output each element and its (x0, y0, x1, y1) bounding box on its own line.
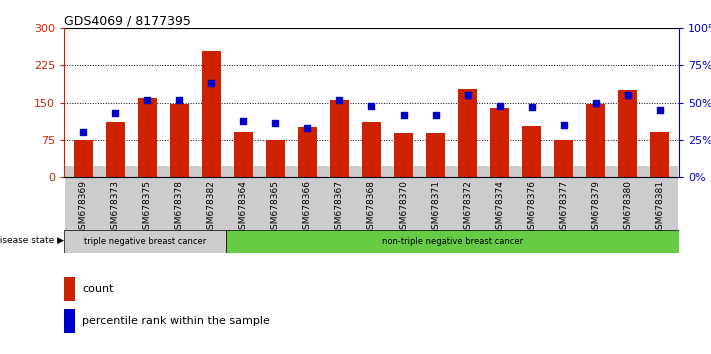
Point (301, 125, 313, 131)
Bar (586, 104, 605, 177)
Bar (234, 132, 253, 177)
Text: non-triple negative breast cancer: non-triple negative breast cancer (382, 237, 523, 246)
Point (269, 121, 281, 126)
Bar (362, 122, 381, 177)
Bar (650, 132, 669, 177)
Bar (522, 126, 541, 177)
Bar (618, 90, 637, 177)
Bar (330, 100, 349, 177)
Bar (106, 122, 125, 177)
Point (173, 97, 185, 103)
Bar (64, 277, 75, 301)
Bar (226, 230, 679, 253)
Point (622, 92, 634, 98)
Bar (490, 108, 509, 177)
Point (558, 122, 570, 128)
Bar (170, 104, 189, 177)
Bar (138, 98, 157, 177)
Bar (266, 140, 285, 177)
Point (526, 104, 538, 110)
Point (237, 118, 249, 123)
Text: GDS4069 / 8177395: GDS4069 / 8177395 (64, 14, 191, 27)
Text: disease state ▶: disease state ▶ (0, 236, 64, 245)
Point (109, 110, 121, 116)
Bar (394, 133, 413, 177)
Bar (458, 89, 477, 177)
Text: count: count (82, 284, 114, 294)
Point (590, 100, 602, 105)
Point (494, 103, 506, 108)
Bar (426, 133, 445, 177)
Bar (64, 309, 75, 333)
Text: triple negative breast cancer: triple negative breast cancer (84, 237, 206, 246)
Point (333, 97, 345, 103)
Point (77, 130, 89, 135)
Bar (202, 51, 221, 177)
Point (430, 112, 442, 118)
Point (654, 107, 665, 113)
Point (205, 80, 217, 86)
Point (398, 112, 410, 118)
Bar (554, 140, 573, 177)
Bar (74, 140, 93, 177)
Point (462, 92, 474, 98)
Text: percentile rank within the sample: percentile rank within the sample (82, 316, 270, 326)
Bar (64, 230, 226, 253)
Point (365, 103, 377, 108)
Point (141, 97, 153, 103)
Bar (298, 127, 317, 177)
